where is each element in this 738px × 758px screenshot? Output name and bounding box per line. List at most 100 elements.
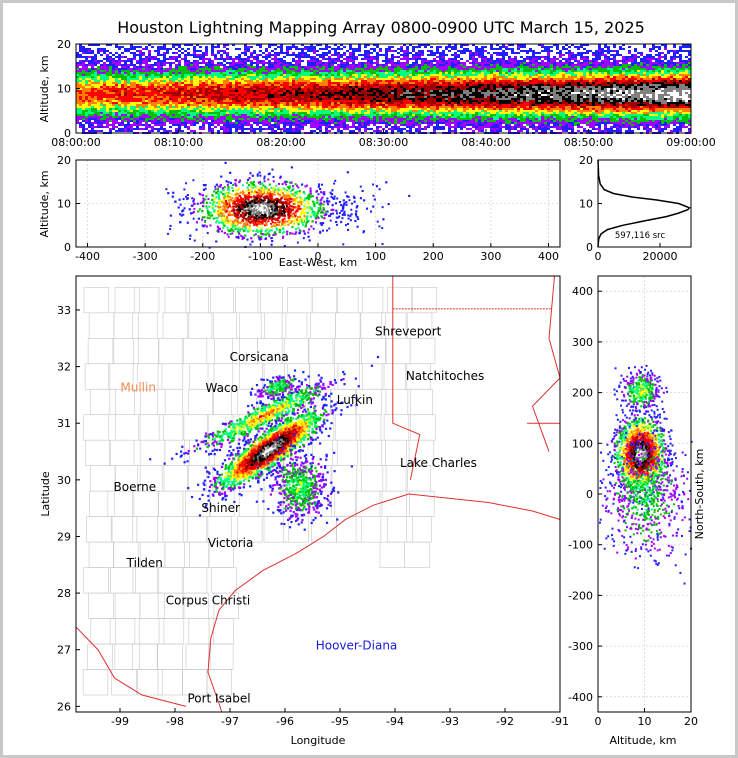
time-density-cell — [220, 90, 223, 92]
time-density-cell — [301, 116, 304, 118]
time-density-cell — [457, 88, 460, 90]
time-density-cell — [355, 102, 358, 104]
time-density-cell — [139, 68, 142, 70]
time-density-cell — [409, 94, 412, 96]
time-density-cell — [295, 56, 298, 58]
time-density-cell — [82, 126, 85, 128]
time-density-cell — [409, 70, 412, 72]
time-density-cell — [418, 68, 421, 70]
time-density-cell — [280, 52, 283, 54]
time-density-cell — [451, 102, 454, 104]
time-density-cell — [382, 116, 385, 118]
time-density-cell — [328, 60, 331, 62]
time-density-cell — [391, 104, 394, 106]
time-density-cell — [166, 82, 169, 84]
time-density-cell — [82, 66, 85, 68]
time-density-cell — [115, 116, 118, 118]
time-density-cell — [382, 90, 385, 92]
time-density-cell — [355, 104, 358, 106]
time-density-cell — [274, 84, 277, 86]
time-density-cell — [250, 90, 253, 92]
time-density-cell — [367, 50, 370, 52]
time-density-cell — [358, 86, 361, 88]
time-density-cell — [238, 54, 241, 56]
time-density-cell — [106, 100, 109, 102]
time-density-cell — [163, 130, 166, 132]
time-density-cell — [292, 114, 295, 116]
time-density-cell — [361, 96, 364, 98]
time-density-cell — [235, 70, 238, 72]
time-density-cell — [442, 58, 445, 60]
time-density-cell — [223, 66, 226, 68]
time-density-cell — [175, 92, 178, 94]
time-density-cell — [139, 66, 142, 68]
time-density-cell — [124, 100, 127, 102]
time-density-cell — [226, 78, 229, 80]
time-density-cell — [307, 94, 310, 96]
time-density-cell — [313, 52, 316, 54]
time-density-cell — [214, 54, 217, 56]
time-density-cell — [241, 96, 244, 98]
time-density-cell — [367, 106, 370, 108]
time-density-cell — [433, 84, 436, 86]
time-density-cell — [253, 74, 256, 76]
time-density-cell — [91, 86, 94, 88]
time-density-cell — [175, 120, 178, 122]
time-density-cell — [103, 104, 106, 106]
time-density-cell — [340, 80, 343, 82]
time-density-cell — [175, 88, 178, 90]
time-density-cell — [331, 80, 334, 82]
time-density-cell — [286, 80, 289, 82]
time-density-cell — [205, 110, 208, 112]
time-density-cell — [325, 84, 328, 86]
time-density-cell — [217, 112, 220, 114]
time-density-cell — [421, 70, 424, 72]
time-density-cell — [202, 60, 205, 62]
time-density-cell — [391, 96, 394, 98]
time-density-cell — [337, 108, 340, 110]
time-density-cell — [226, 126, 229, 128]
time-density-cell — [412, 90, 415, 92]
time-density-cell — [352, 80, 355, 82]
time-density-cell — [244, 92, 247, 94]
time-density-cell — [400, 80, 403, 82]
time-density-cell — [217, 84, 220, 86]
time-density-cell — [445, 68, 448, 70]
time-density-cell — [454, 106, 457, 108]
time-density-cell — [280, 100, 283, 102]
time-density-cell — [121, 80, 124, 82]
time-density-cell — [94, 122, 97, 124]
time-density-cell — [292, 74, 295, 76]
time-density-cell — [154, 72, 157, 74]
time-density-cell — [451, 98, 454, 100]
time-density-cell — [376, 60, 379, 62]
time-density-cell — [337, 98, 340, 100]
time-density-cell — [85, 84, 88, 86]
time-density-cell — [457, 64, 460, 66]
time-density-cell — [316, 92, 319, 94]
time-density-cell — [451, 66, 454, 68]
time-density-cell — [115, 70, 118, 72]
time-density-cell — [355, 56, 358, 58]
time-density-cell — [88, 84, 91, 86]
time-density-cell — [316, 88, 319, 90]
time-density-cell — [85, 122, 88, 124]
time-density-cell — [340, 72, 343, 74]
time-density-cell — [319, 84, 322, 86]
time-density-cell — [289, 78, 292, 80]
time-density-cell — [139, 62, 142, 64]
time-density-cell — [292, 104, 295, 106]
time-density-cell — [175, 90, 178, 92]
time-density-cell — [124, 64, 127, 66]
time-density-cell — [454, 90, 457, 92]
time-density-cell — [169, 104, 172, 106]
time-density-cell — [280, 102, 283, 104]
time-density-cell — [340, 88, 343, 90]
time-density-cell — [241, 94, 244, 96]
time-density-cell — [316, 96, 319, 98]
time-density-cell — [394, 94, 397, 96]
time-density-cell — [349, 54, 352, 56]
time-density-cell — [445, 64, 448, 66]
time-density-cell — [280, 86, 283, 88]
time-density-cell — [337, 102, 340, 104]
